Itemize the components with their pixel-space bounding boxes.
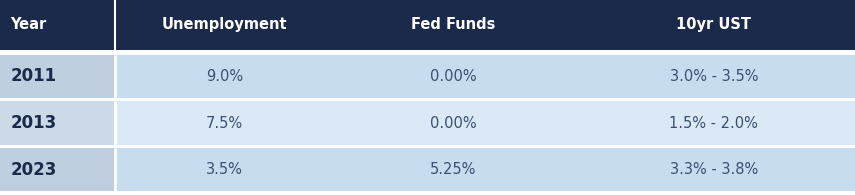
Bar	[115, 0, 333, 50]
Bar	[115, 55, 333, 98]
Text: 10yr UST: 10yr UST	[676, 17, 752, 32]
Bar	[333, 55, 573, 98]
Text: 2013: 2013	[10, 114, 56, 132]
Text: 7.5%: 7.5%	[206, 116, 243, 130]
Text: 2023: 2023	[10, 161, 56, 179]
Bar	[573, 148, 855, 191]
Text: 1.5% - 2.0%: 1.5% - 2.0%	[669, 116, 758, 130]
Text: 3.0% - 3.5%: 3.0% - 3.5%	[669, 69, 758, 84]
Bar	[0, 148, 115, 191]
Bar	[333, 0, 573, 50]
Text: Fed Funds: Fed Funds	[411, 17, 495, 32]
Text: Year: Year	[10, 17, 46, 32]
Text: 5.25%: 5.25%	[430, 162, 476, 177]
Text: Unemployment: Unemployment	[162, 17, 287, 32]
Bar	[573, 0, 855, 50]
Text: 9.0%: 9.0%	[206, 69, 243, 84]
Bar	[0, 101, 115, 145]
Text: 2011: 2011	[10, 67, 56, 85]
Bar	[573, 55, 855, 98]
Bar	[0, 55, 115, 98]
Text: 3.3% - 3.8%: 3.3% - 3.8%	[669, 162, 758, 177]
Bar	[115, 101, 333, 145]
Bar	[115, 148, 333, 191]
Text: 0.00%: 0.00%	[430, 116, 476, 130]
Bar	[333, 148, 573, 191]
Text: 0.00%: 0.00%	[430, 69, 476, 84]
Bar	[333, 101, 573, 145]
Bar	[573, 101, 855, 145]
Text: 3.5%: 3.5%	[206, 162, 243, 177]
Bar	[0, 0, 115, 50]
